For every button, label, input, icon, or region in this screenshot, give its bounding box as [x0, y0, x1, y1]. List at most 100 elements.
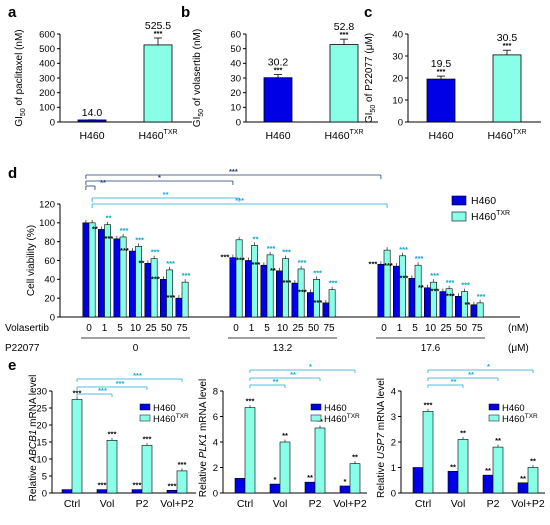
- h460txr-significance: ***: [182, 271, 191, 280]
- h460txr-significance: ***: [267, 244, 276, 253]
- y-axis-label-suffix: mRNA level: [376, 378, 387, 433]
- legend-swatch-h460txr: [139, 414, 151, 422]
- y-axis-label-subscript: 50: [20, 108, 27, 116]
- y-axis-label-prefix: Relative: [198, 458, 209, 497]
- h460txr-significance: ***: [424, 400, 433, 409]
- bar-h460: [322, 302, 330, 318]
- bar-h460: [408, 278, 416, 318]
- bar: [492, 54, 522, 123]
- h460txr-significance: ***: [313, 268, 322, 277]
- legend-swatch-h460txr: [488, 414, 500, 422]
- x-category-label: Ctrl: [64, 498, 80, 510]
- bracket-significance: **: [273, 377, 279, 386]
- legend-label-superscript: TXR: [176, 413, 189, 420]
- volasertib-dose-label: 75: [471, 323, 483, 334]
- h460txr-significance: ***: [178, 460, 187, 469]
- bar-h460: [129, 250, 136, 318]
- h460-significance: **: [520, 474, 526, 483]
- x-category-superscript: TXR: [164, 129, 178, 136]
- h460-significance: ***: [446, 291, 455, 300]
- bar-h460txr: [150, 258, 158, 318]
- y-axis-label-prefix: GI: [364, 113, 375, 124]
- legend-label-h460: H460: [324, 403, 347, 414]
- significance-stars: ***: [437, 67, 446, 76]
- legend-label-h460txr: H460TXR: [502, 413, 538, 425]
- x-category-label: H460: [265, 130, 290, 142]
- bar-h460: [339, 485, 351, 494]
- legend-label-text: H460: [153, 414, 176, 425]
- bar-h460txr: [527, 467, 539, 494]
- h460txr-significance: ***: [246, 397, 255, 406]
- legend-label-superscript: TXR: [525, 413, 538, 420]
- bar: [143, 44, 173, 123]
- y-axis-label-prefix: GI: [192, 117, 203, 128]
- x-category-label: H460: [428, 130, 453, 142]
- h460-significance: **: [270, 266, 276, 275]
- bar-value-label: 52.8: [334, 21, 355, 33]
- bracket-significance: ***: [98, 386, 107, 395]
- h460txr-significance: **: [495, 436, 501, 445]
- h460txr-significance: **: [282, 431, 288, 440]
- h460txr-significance: ***: [143, 434, 152, 443]
- bracket-significance: *: [487, 362, 490, 371]
- legend-label-h460: H460: [502, 403, 525, 414]
- y-tick-label: 3: [391, 412, 396, 423]
- h460-significance: ***: [133, 481, 142, 490]
- bar-value-label: 30.5: [497, 32, 518, 44]
- y-axis-label-suffix: of paclitaxel (nM): [14, 29, 25, 108]
- volasertib-dose-label: 0: [233, 323, 239, 334]
- x-category-label: P2: [309, 498, 322, 510]
- x-category-label: Vol: [451, 498, 466, 510]
- y-tick-label: 10: [36, 454, 47, 465]
- bar-h460: [144, 263, 152, 318]
- h460-significance: **: [450, 462, 456, 471]
- x-category-label: H460TXR: [138, 129, 177, 142]
- y-tick-label: 10: [392, 95, 403, 106]
- h460txr-significance: ***: [166, 259, 175, 268]
- x-category-label: H460: [79, 130, 104, 142]
- x-category-label: Ctrl: [415, 498, 431, 510]
- volasertib-row-label: Volasertib: [5, 323, 49, 334]
- bar-h460txr: [135, 246, 142, 318]
- y-tick-label: 100: [39, 218, 55, 229]
- bar-h460txr: [349, 463, 361, 494]
- bar-h460txr: [266, 254, 274, 318]
- bracket-significance: *: [309, 362, 312, 371]
- bar-h460txr: [314, 427, 326, 494]
- h460-significance: ***: [151, 274, 160, 283]
- bracket-significance: **: [290, 370, 296, 379]
- bar-h460txr: [176, 470, 188, 494]
- y-tick-label: 30: [230, 73, 241, 84]
- bracket-significance: ***: [235, 196, 244, 205]
- h460txr-significance: ***: [151, 248, 160, 257]
- h460-significance: **: [464, 300, 470, 309]
- x-category-superscript: TXR: [350, 129, 364, 136]
- panel-label-d: d: [8, 165, 17, 182]
- bar-h460txr: [422, 411, 434, 494]
- y-tick-label: 50: [230, 44, 241, 55]
- h460txr-significance: ***: [399, 245, 408, 254]
- h460txr-significance: ***: [329, 279, 338, 288]
- volasertib-dose-label: 1: [249, 323, 255, 334]
- h460-significance: ***: [314, 298, 323, 307]
- y-axis-label: GI50 of paclitaxel (nM): [14, 29, 27, 126]
- y-axis-label: Cell viability (%): [26, 225, 37, 296]
- volasertib-dose-label: 10: [277, 323, 289, 334]
- h460-significance: **: [92, 224, 98, 233]
- volasertib-dose-label: 50: [456, 323, 468, 334]
- bar-h460: [470, 304, 478, 318]
- y-tick-label: 6: [213, 412, 218, 423]
- volasertib-dose-label: 0: [86, 323, 92, 334]
- bracket-significance: **: [468, 370, 474, 379]
- y-tick-label: 60: [230, 29, 241, 40]
- y-axis-label: GI50 of volasertib (nM): [192, 29, 205, 127]
- y-tick-label: 4: [391, 386, 396, 397]
- unit-nm: (nM): [508, 323, 529, 334]
- significance-stars: ***: [154, 29, 163, 38]
- x-category-label: P2: [487, 498, 500, 510]
- y-tick-label: 30: [36, 386, 47, 397]
- bar: [329, 44, 359, 123]
- h460-significance: ***: [283, 278, 292, 287]
